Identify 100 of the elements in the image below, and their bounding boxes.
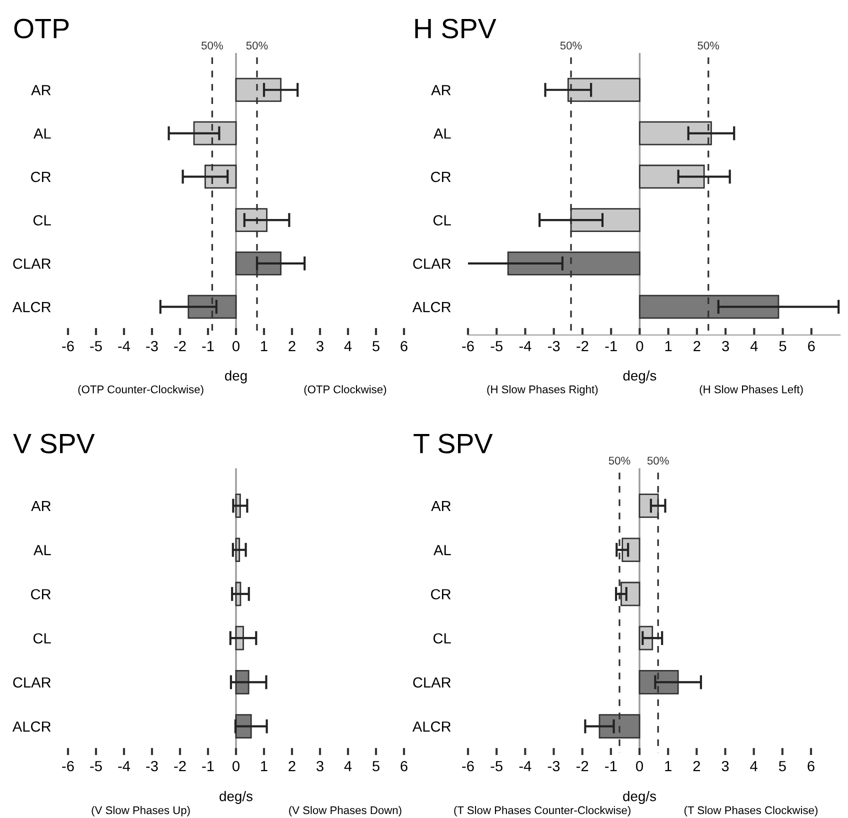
bar [235, 714, 252, 738]
y-tick-label: CL [33, 633, 51, 644]
bar [235, 626, 244, 650]
x-tick-label: 1 [261, 341, 268, 352]
x-axis-title: deg [225, 370, 247, 384]
x-tick-label: 1 [261, 761, 268, 772]
x-tick-label: 2 [693, 760, 700, 772]
x-tick-label: -1 [605, 341, 617, 352]
y-tick-label: ALCR [12, 302, 51, 312]
text: (T Slow Phases Clockwise) [684, 806, 818, 816]
y-tick-label: AR [31, 85, 51, 96]
x-tick-label: 5 [372, 761, 380, 772]
x-tick-label: 4 [344, 761, 352, 772]
x-tick-label: -2 [174, 760, 186, 772]
y-tick-label: ALCR [12, 721, 51, 732]
text: (OTP Counter-Clockwise) [78, 385, 204, 396]
y-tick-label: CLAR [413, 258, 451, 269]
x-tick-label: 0 [636, 760, 643, 772]
x-tick-label: -5 [490, 761, 502, 772]
text: (V Slow Phases Down) [289, 806, 402, 816]
x-tick-label: -3 [548, 340, 560, 352]
x-axis-title: deg/s [623, 370, 656, 384]
x-tick-label: -3 [548, 760, 560, 772]
x-tick-label: -5 [490, 341, 502, 352]
x-tick-label: 3 [316, 340, 324, 352]
chart-title: H SPV [415, 18, 496, 38]
x-tick-label: -3 [146, 760, 158, 772]
x-tick-label: -5 [90, 341, 102, 352]
text: (OTP Clockwise) [304, 385, 386, 396]
x-tick-label: 6 [808, 760, 814, 772]
text: 50% [647, 456, 669, 465]
x-axis-title: deg/s [220, 791, 252, 804]
y-tick-label: CL [33, 215, 51, 226]
x-tick-label: 0 [232, 340, 240, 352]
x-tick-label: 0 [636, 340, 644, 352]
y-tick-label: ALCR [412, 302, 451, 312]
bar [235, 670, 250, 694]
x-tick-label: -6 [462, 340, 474, 352]
x-tick-label: 2 [694, 340, 700, 352]
x-tick-label: -1 [605, 761, 617, 772]
text: (H Slow Phases Left) [700, 385, 803, 396]
y-tick-label: CR [431, 589, 451, 600]
x-tick-label: -5 [90, 761, 102, 772]
x-tick-label: -2 [576, 760, 588, 772]
y-tick-label: AR [31, 500, 51, 512]
x-tick-label: 5 [778, 761, 786, 772]
bar [638, 164, 705, 189]
x-tick-label: 3 [316, 760, 324, 772]
chart-title: T SPV [414, 434, 493, 454]
x-tick-label: -6 [62, 760, 74, 772]
text: 50% [202, 42, 223, 50]
x-tick-label: 3 [722, 760, 729, 772]
y-tick-label: AL [434, 128, 451, 139]
x-tick-label: 6 [400, 760, 408, 772]
text: 50% [608, 456, 630, 465]
y-tick-label: ALCR [412, 721, 451, 732]
x-tick-label: 2 [288, 340, 296, 352]
x-tick-label: 3 [722, 340, 729, 352]
text: 50% [560, 42, 582, 50]
x-tick-label: -1 [202, 761, 214, 772]
y-tick-label: CL [433, 215, 451, 226]
bar [235, 494, 241, 518]
x-tick-label: -4 [118, 761, 130, 772]
y-tick-label: AR [431, 85, 451, 96]
x-tick-label: -6 [462, 760, 474, 772]
y-tick-label: AL [434, 545, 451, 556]
x-tick-label: 2 [288, 760, 296, 772]
text: 50% [698, 42, 720, 50]
x-tick-label: -4 [519, 341, 532, 352]
x-tick-label: 1 [665, 761, 672, 772]
y-tick-label: CR [31, 172, 51, 182]
x-tick-label: -6 [62, 340, 74, 352]
x-tick-label: 4 [344, 341, 352, 352]
x-tick-label: 6 [400, 340, 408, 352]
x-tick-label: -1 [202, 341, 214, 352]
y-tick-label: CLAR [413, 677, 451, 688]
x-tick-label: -2 [576, 340, 588, 352]
x-tick-label: 6 [808, 340, 815, 352]
x-tick-label: 4 [750, 761, 758, 772]
x-tick-label: -2 [174, 340, 186, 352]
text: 50% [246, 42, 268, 50]
chart-title: V SPV [13, 434, 95, 454]
chart-title: OTP [14, 18, 69, 38]
text: (V Slow Phases Up) [92, 806, 190, 816]
y-tick-label: CLAR [13, 677, 51, 688]
y-tick-label: CR [31, 589, 51, 600]
x-tick-label: -4 [519, 761, 532, 772]
x-tick-label: 5 [372, 341, 380, 352]
x-tick-label: 5 [779, 341, 786, 352]
y-tick-label: CL [433, 633, 451, 644]
x-tick-label: 1 [665, 341, 672, 352]
x-tick-label: -3 [146, 340, 158, 352]
x-tick-label: 4 [750, 341, 758, 352]
y-tick-label: CR [431, 172, 451, 182]
y-tick-label: AL [34, 545, 51, 556]
y-tick-label: AL [34, 128, 51, 139]
text: (H Slow Phases Right) [487, 385, 598, 396]
text: (T Slow Phases Counter-Clockwise) [454, 806, 630, 816]
y-tick-label: CLAR [13, 258, 51, 269]
x-tick-label: 0 [232, 760, 240, 772]
